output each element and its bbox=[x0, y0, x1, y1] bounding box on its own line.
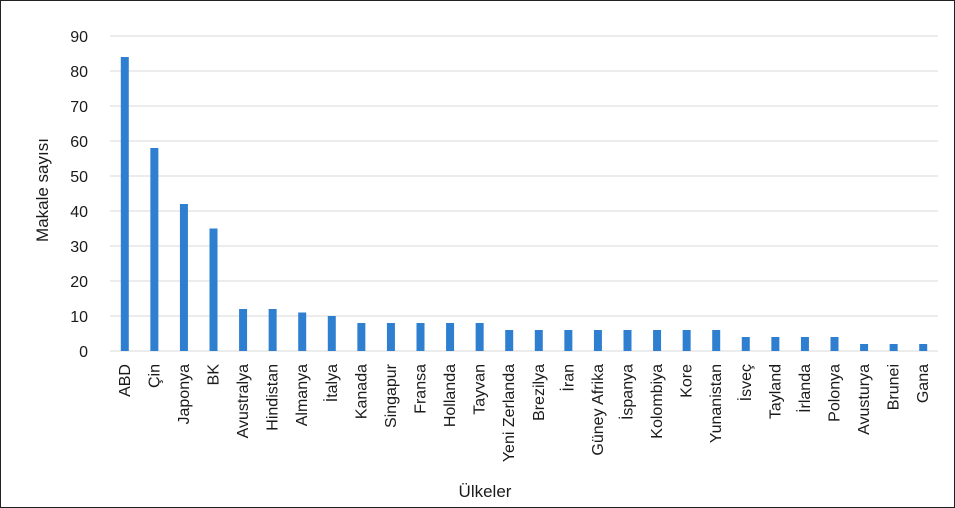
bar-22 bbox=[771, 337, 780, 351]
bar-24 bbox=[830, 337, 839, 351]
x-tick-label: Avusturya bbox=[856, 364, 873, 435]
x-tick-label: İrlanda bbox=[795, 364, 814, 413]
y-tick-label: 70 bbox=[70, 99, 88, 116]
x-tick-label: ABD bbox=[117, 364, 134, 397]
bar-23 bbox=[800, 337, 809, 351]
gridlines bbox=[110, 35, 938, 352]
bar-10 bbox=[416, 323, 425, 351]
x-tick-label: İran bbox=[558, 364, 577, 392]
x-tick-label: Çin bbox=[146, 364, 163, 388]
bar-5 bbox=[268, 309, 277, 351]
bar-19 bbox=[682, 330, 691, 351]
bar-6 bbox=[298, 312, 307, 351]
bar-3 bbox=[209, 228, 218, 351]
x-tick-label: Hindistan bbox=[265, 364, 282, 431]
y-tick-label: 20 bbox=[70, 274, 88, 291]
x-tick-label: Polonya bbox=[827, 364, 844, 422]
y-tick-label: 30 bbox=[70, 239, 88, 256]
x-tick-label: Hollanda bbox=[442, 364, 459, 427]
bar-11 bbox=[446, 323, 455, 351]
y-tick-label: 90 bbox=[70, 29, 88, 46]
x-tick-label: Singapur bbox=[383, 363, 400, 428]
x-axis-title: Ülkeler bbox=[459, 482, 512, 501]
bar-26 bbox=[889, 344, 898, 351]
bar-17 bbox=[623, 330, 632, 351]
bars bbox=[120, 57, 928, 351]
x-tick-label: Almanya bbox=[294, 364, 311, 426]
bar-4 bbox=[239, 309, 248, 351]
y-tick-label: 10 bbox=[70, 309, 88, 326]
x-tick-label: İtalya bbox=[322, 364, 341, 402]
x-tick-label: Gana bbox=[915, 364, 932, 403]
bar-9 bbox=[386, 323, 395, 351]
bar-14 bbox=[534, 330, 543, 351]
y-axis-title: Makale sayısı bbox=[33, 138, 52, 242]
y-tick-label: 40 bbox=[70, 204, 88, 221]
x-tick-label: İsveç bbox=[736, 364, 755, 401]
bar-21 bbox=[741, 337, 750, 351]
y-tick-label: 80 bbox=[70, 64, 88, 81]
bar-25 bbox=[860, 344, 869, 351]
x-tick-label: İspanya bbox=[618, 364, 637, 420]
y-tick-label: 50 bbox=[70, 169, 88, 186]
bar-20 bbox=[712, 330, 721, 351]
x-tick-label: Kanada bbox=[353, 364, 370, 419]
bar-1 bbox=[150, 148, 159, 351]
bar-12 bbox=[475, 323, 484, 351]
bar-16 bbox=[593, 330, 602, 351]
bar-18 bbox=[653, 330, 662, 351]
x-tick-label: Yeni Zerlanda bbox=[501, 364, 518, 462]
x-tick-label: Güney Afrika bbox=[590, 364, 607, 456]
x-tick-label: Fransa bbox=[413, 364, 430, 414]
x-tick-label: Kolombiya bbox=[649, 364, 666, 439]
x-tick-label: Tayvan bbox=[472, 364, 489, 415]
bar-8 bbox=[357, 323, 366, 351]
bar-0 bbox=[120, 57, 129, 351]
bar-7 bbox=[327, 316, 336, 351]
bar-27 bbox=[919, 344, 928, 351]
x-tick-label: BK bbox=[206, 364, 223, 386]
x-axis-ticks: ABD Çin Japonya BK Avustralya Hindistan Almany… bbox=[117, 363, 932, 462]
x-tick-label: Brunei bbox=[886, 364, 903, 410]
x-tick-label: Tayland bbox=[767, 364, 784, 419]
bar-13 bbox=[505, 330, 514, 351]
y-axis-ticks: 0 10 20 30 40 50 60 70 80 90 bbox=[70, 29, 88, 361]
bar-15 bbox=[564, 330, 573, 351]
bar-2 bbox=[179, 204, 188, 351]
y-tick-label: 0 bbox=[79, 344, 88, 361]
x-tick-label: Avustralya bbox=[235, 364, 252, 439]
x-tick-label: Kore bbox=[679, 364, 696, 398]
y-tick-label: 60 bbox=[70, 134, 88, 151]
x-tick-label: Brezilya bbox=[531, 364, 548, 421]
x-tick-label: Yunanistan bbox=[708, 364, 725, 443]
x-tick-label: Japonya bbox=[176, 364, 193, 425]
